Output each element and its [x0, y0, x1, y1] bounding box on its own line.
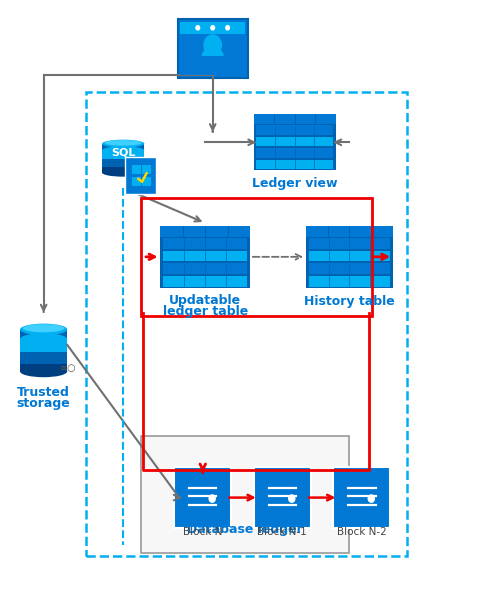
Circle shape: [204, 35, 222, 55]
FancyBboxPatch shape: [334, 467, 390, 529]
FancyBboxPatch shape: [160, 237, 250, 288]
FancyBboxPatch shape: [254, 114, 336, 124]
FancyBboxPatch shape: [254, 124, 336, 171]
Text: Updatable: Updatable: [169, 294, 242, 307]
Text: Trusted: Trusted: [17, 386, 70, 399]
FancyBboxPatch shape: [132, 165, 140, 173]
Ellipse shape: [20, 333, 68, 345]
FancyBboxPatch shape: [178, 19, 248, 78]
FancyBboxPatch shape: [254, 114, 336, 124]
FancyBboxPatch shape: [163, 263, 248, 274]
FancyBboxPatch shape: [163, 251, 248, 261]
FancyBboxPatch shape: [306, 226, 393, 237]
Bar: [102, 150, 144, 159]
Circle shape: [368, 495, 374, 502]
FancyBboxPatch shape: [308, 251, 390, 261]
FancyBboxPatch shape: [163, 238, 248, 249]
Bar: [20, 339, 68, 352]
FancyBboxPatch shape: [308, 276, 390, 287]
FancyBboxPatch shape: [132, 176, 140, 185]
Text: Block N-2: Block N-2: [337, 527, 387, 537]
Text: Database ledger: Database ledger: [187, 523, 303, 536]
Text: Block N: Block N: [183, 527, 222, 537]
Text: Block N-1: Block N-1: [258, 527, 307, 537]
FancyBboxPatch shape: [308, 263, 390, 274]
FancyBboxPatch shape: [306, 226, 393, 237]
FancyBboxPatch shape: [256, 160, 334, 169]
FancyBboxPatch shape: [256, 126, 334, 135]
FancyBboxPatch shape: [126, 157, 156, 194]
FancyBboxPatch shape: [180, 22, 245, 34]
Circle shape: [288, 495, 295, 502]
Circle shape: [211, 25, 214, 30]
FancyBboxPatch shape: [180, 56, 245, 75]
Bar: [102, 168, 144, 173]
Bar: [102, 143, 144, 173]
FancyBboxPatch shape: [160, 226, 250, 237]
FancyBboxPatch shape: [306, 237, 393, 288]
Ellipse shape: [102, 169, 144, 176]
FancyBboxPatch shape: [163, 276, 248, 287]
Bar: [20, 329, 68, 371]
Circle shape: [226, 25, 230, 30]
FancyBboxPatch shape: [160, 226, 250, 237]
Ellipse shape: [104, 140, 142, 146]
Circle shape: [209, 495, 216, 502]
Ellipse shape: [102, 140, 144, 148]
FancyBboxPatch shape: [142, 176, 151, 185]
Ellipse shape: [102, 146, 144, 155]
Text: ledger table: ledger table: [162, 305, 248, 318]
Ellipse shape: [20, 366, 68, 377]
Bar: [20, 363, 68, 371]
Text: storage: storage: [17, 396, 70, 409]
Text: ≡○: ≡○: [60, 362, 77, 372]
Text: History table: History table: [304, 295, 395, 308]
FancyBboxPatch shape: [174, 467, 232, 529]
Text: SQL: SQL: [111, 147, 136, 157]
Ellipse shape: [20, 323, 68, 335]
FancyBboxPatch shape: [142, 165, 151, 173]
FancyBboxPatch shape: [308, 238, 390, 249]
FancyBboxPatch shape: [256, 137, 334, 146]
Ellipse shape: [23, 324, 64, 332]
FancyBboxPatch shape: [140, 436, 350, 553]
Ellipse shape: [202, 48, 224, 63]
Circle shape: [196, 25, 200, 30]
FancyBboxPatch shape: [254, 467, 311, 529]
Text: Ledger view: Ledger view: [252, 177, 338, 190]
FancyBboxPatch shape: [256, 148, 334, 158]
